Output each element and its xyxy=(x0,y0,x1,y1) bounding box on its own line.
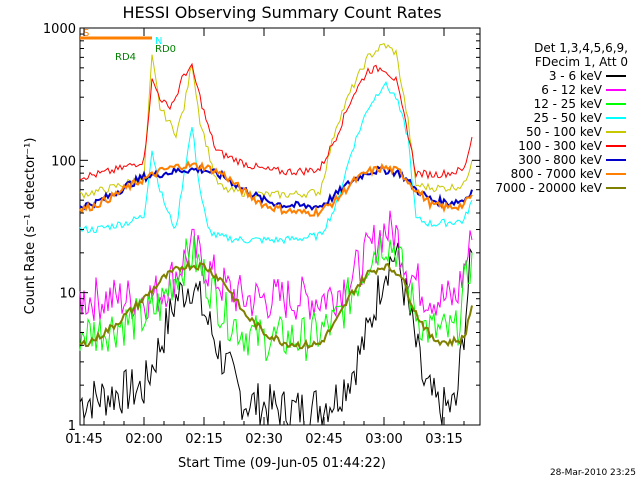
y-axis-title: Count Rate (s⁻¹ detector⁻¹) xyxy=(23,138,38,315)
legend-label-8: 800 - 7000 keV xyxy=(511,167,603,181)
series-line-9 xyxy=(79,260,473,350)
legend-label-6: 100 - 300 keV xyxy=(518,139,602,153)
legend-label-2: 6 - 12 keV xyxy=(541,83,603,97)
legend-label-4: 25 - 50 keV xyxy=(534,111,603,125)
series-line-1 xyxy=(79,242,473,426)
series-line-8 xyxy=(79,159,473,218)
x-tick-label-0: 01:45 xyxy=(65,432,102,447)
x-tick-label-4: 02:45 xyxy=(305,432,342,447)
x-tick-label-5: 03:00 xyxy=(365,432,402,447)
legend-label-3: 12 - 25 keV xyxy=(534,97,603,111)
legend-header-line-2: FDecim 1, Att 0 xyxy=(535,55,628,69)
legend-label-5: 50 - 100 keV xyxy=(526,125,603,139)
chart-title: HESSI Observing Summary Count Rates xyxy=(122,3,441,22)
x-tick-label-3: 02:30 xyxy=(245,432,282,447)
x-tick-label-1: 02:00 xyxy=(125,432,162,447)
legend-label-1: 3 - 6 keV xyxy=(549,69,603,83)
marker-label-n: N xyxy=(155,36,162,47)
x-tick-label-2: 02:15 xyxy=(185,432,222,447)
plot-frame xyxy=(79,27,481,426)
timestamp: 28-Mar-2010 23:25 xyxy=(550,468,636,478)
y-tick-label-1: 10 xyxy=(59,287,76,302)
legend-label-9: 7000 - 20000 keV xyxy=(495,181,602,195)
series-line-5 xyxy=(79,42,473,200)
y-tick-label-2: 100 xyxy=(51,154,76,169)
marker-label-rd0: RD0 xyxy=(155,44,176,55)
legend-label-7: 300 - 800 keV xyxy=(518,153,602,167)
marker-label-rd4: RD4 xyxy=(115,52,136,63)
y-axis: 1 10 100 1000 xyxy=(43,22,480,434)
legend: Det 1,3,4,5,6,9,FDecim 1, Att 03 - 6 keV… xyxy=(495,41,628,195)
legend-header-line-1: Det 1,3,4,5,6,9, xyxy=(534,41,628,55)
y-tick-label-3: 1000 xyxy=(43,22,76,37)
marker-label-s: S xyxy=(83,28,89,39)
series-line-2 xyxy=(79,210,473,321)
series-line-3 xyxy=(79,235,473,362)
x-axis-title: Start Time (09-Jun-05 01:44:22) xyxy=(178,456,386,471)
y-tick-label-0: 1 xyxy=(68,419,76,434)
x-axis: 01:45 02:00 02:15 02:30 02:45 03:00 03:15 xyxy=(65,28,465,447)
x-tick-label-6: 03:15 xyxy=(425,432,462,447)
series-line-4 xyxy=(79,81,473,245)
series-line-6 xyxy=(79,62,473,181)
